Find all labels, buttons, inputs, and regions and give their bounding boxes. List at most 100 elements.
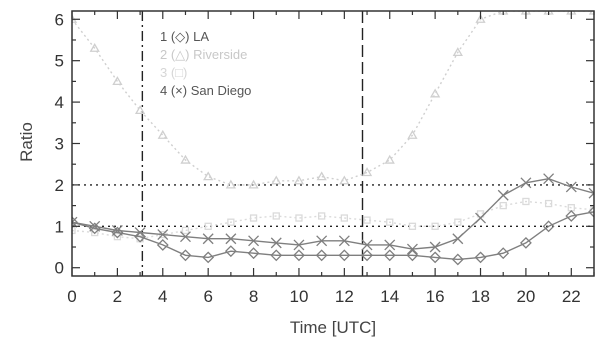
series-4 [72, 173, 594, 255]
y-tick-label: 5 [55, 52, 64, 71]
data-point-square [544, 199, 553, 208]
data-point-square [272, 212, 280, 220]
data-point-diamond [179, 249, 192, 262]
data-point-diamond [383, 249, 396, 262]
data-point-square [363, 216, 371, 224]
legend: 1 (◇) LA 2 (△) Riverside 3 (□) 4 (×) San Di… [160, 29, 251, 98]
data-point-triangle [293, 175, 305, 185]
data-point-triangle [316, 171, 327, 181]
data-point-diamond [315, 249, 328, 262]
x-tick-label: 8 [249, 287, 258, 306]
data-point-cross [338, 235, 350, 247]
legend-entry: 2 (△) Riverside [160, 47, 247, 62]
data-point-triangle [475, 13, 486, 23]
data-point-cross [429, 241, 441, 253]
y-tick-label: 4 [55, 93, 64, 112]
data-point-square [295, 214, 303, 222]
data-point-diamond [542, 220, 555, 233]
axis-ticks [71, 11, 595, 276]
data-point-cross [520, 177, 532, 189]
data-point-diamond [497, 247, 510, 260]
data-point-diamond [111, 226, 124, 239]
data-point-square [408, 222, 417, 230]
x-tick-label: 14 [380, 287, 399, 306]
data-point-square [91, 228, 99, 237]
data-point-triangle [452, 47, 463, 57]
x-axis-title: Time [UTC] [290, 318, 376, 337]
data-point-cross [180, 231, 191, 243]
x-tick-label: 12 [335, 287, 354, 306]
y-tick-label: 6 [55, 10, 64, 29]
y-axis-title: Ratio [17, 122, 36, 162]
data-point-cross [543, 173, 555, 185]
data-point-square [181, 226, 190, 235]
legend-entry: 3 (□) [160, 65, 187, 80]
data-point-square [318, 212, 326, 220]
y-tick-label: 1 [55, 217, 64, 236]
data-point-diamond [72, 216, 78, 229]
data-point-diamond [202, 251, 215, 264]
data-point-cross [475, 212, 486, 224]
data-point-diamond [565, 210, 578, 222]
data-point-square [499, 201, 507, 210]
series-layer [72, 11, 594, 266]
data-point-cross [497, 189, 509, 201]
x-tick-label: 2 [113, 287, 122, 306]
x-tick-label: 20 [516, 287, 535, 306]
data-point-triangle [339, 175, 350, 185]
data-point-square [113, 233, 122, 241]
data-point-triangle [384, 154, 395, 164]
legend-entry: 4 (×) San Diego [160, 83, 251, 98]
data-point-triangle [430, 88, 441, 98]
data-point-square [72, 226, 76, 235]
data-point-diamond [270, 249, 283, 262]
data-point-cross [72, 216, 78, 228]
data-point-square [249, 214, 258, 222]
data-point-diamond [134, 230, 147, 243]
data-point-diamond [156, 239, 169, 251]
data-point-cross [588, 187, 594, 199]
data-point-cross [293, 239, 305, 251]
data-point-triangle [248, 179, 259, 189]
data-point-square [476, 210, 485, 218]
data-point-diamond [338, 249, 351, 262]
data-point-square [431, 222, 439, 230]
data-point-cross [316, 235, 328, 247]
data-point-diamond [451, 253, 464, 266]
x-tick-label: 4 [158, 287, 167, 306]
data-point-triangle [112, 76, 123, 86]
data-point-diamond [247, 247, 260, 260]
data-point-square [204, 222, 212, 230]
data-point-square [454, 218, 462, 226]
series-line [72, 200, 594, 240]
x-tick-label: 18 [471, 287, 490, 306]
legend-entry: 1 (◇) LA [160, 29, 209, 44]
data-point-diamond [361, 249, 373, 262]
x-tick-label: 0 [67, 287, 76, 306]
data-point-triangle [271, 175, 282, 185]
data-point-cross [565, 181, 577, 193]
data-point-diamond [88, 222, 101, 235]
data-point-diamond [474, 251, 487, 264]
series-line [72, 11, 594, 186]
data-point-cross [452, 233, 464, 245]
data-point-triangle [361, 167, 373, 177]
data-point-triangle [225, 179, 236, 189]
x-tick-label: 16 [426, 287, 445, 306]
series-1 [72, 205, 594, 266]
data-point-cross [384, 239, 396, 251]
series-line [72, 177, 594, 250]
data-point-triangle [180, 154, 191, 164]
data-point-triangle [157, 129, 168, 139]
reference-lines [72, 11, 594, 276]
data-point-diamond [293, 249, 305, 262]
data-point-cross [225, 233, 237, 245]
y-tick-label: 2 [55, 176, 64, 195]
data-point-diamond [588, 205, 594, 218]
data-point-cross [248, 235, 260, 247]
data-point-triangle [89, 42, 100, 52]
data-point-diamond [224, 245, 237, 258]
data-point-cross [406, 243, 418, 255]
